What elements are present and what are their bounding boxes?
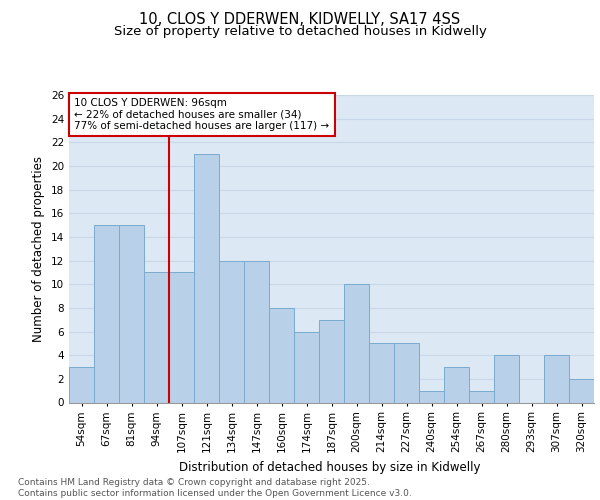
Bar [469, 390, 494, 402]
Bar [569, 379, 594, 402]
Bar [69, 367, 94, 402]
Bar [494, 355, 519, 403]
Text: 10, CLOS Y DDERWEN, KIDWELLY, SA17 4SS: 10, CLOS Y DDERWEN, KIDWELLY, SA17 4SS [139, 12, 461, 28]
Bar [444, 367, 469, 402]
Bar [344, 284, 369, 403]
Bar [544, 355, 569, 403]
Bar [269, 308, 294, 402]
Bar [419, 390, 444, 402]
Bar [144, 272, 169, 402]
Bar [369, 344, 394, 402]
Bar [94, 225, 119, 402]
Y-axis label: Number of detached properties: Number of detached properties [32, 156, 46, 342]
Bar [219, 260, 244, 402]
Text: Distribution of detached houses by size in Kidwelly: Distribution of detached houses by size … [179, 461, 481, 474]
Bar [169, 272, 194, 402]
Bar [119, 225, 144, 402]
Bar [394, 344, 419, 402]
Text: 10 CLOS Y DDERWEN: 96sqm
← 22% of detached houses are smaller (34)
77% of semi-d: 10 CLOS Y DDERWEN: 96sqm ← 22% of detach… [74, 98, 329, 132]
Text: Contains HM Land Registry data © Crown copyright and database right 2025.
Contai: Contains HM Land Registry data © Crown c… [18, 478, 412, 498]
Bar [294, 332, 319, 402]
Text: Size of property relative to detached houses in Kidwelly: Size of property relative to detached ho… [113, 25, 487, 38]
Bar [244, 260, 269, 402]
Bar [194, 154, 219, 402]
Bar [319, 320, 344, 402]
